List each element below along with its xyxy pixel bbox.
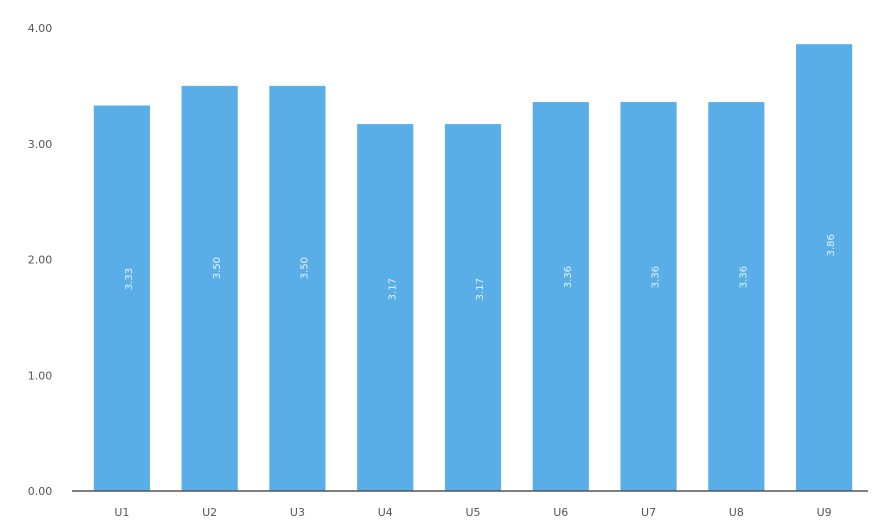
bar-value-label: 3.50 — [300, 257, 311, 279]
bar — [532, 102, 589, 491]
y-tick-label: 2.00 — [28, 254, 53, 267]
bar-value-label: 3.17 — [475, 278, 486, 300]
x-tick-label: U5 — [465, 506, 480, 519]
x-tick-label: U4 — [378, 506, 393, 519]
bars — [93, 44, 853, 492]
x-axis-labels: U1 U2 U3 U4 U5 U6 U7 U8 U9 — [114, 506, 831, 519]
bar-value-label: 3.33 — [124, 268, 135, 290]
bar-value-label: 3.50 — [212, 257, 223, 279]
bar — [444, 124, 502, 491]
bar — [181, 85, 238, 491]
x-tick-label: U7 — [641, 506, 656, 519]
x-tick-label: U8 — [729, 506, 744, 519]
x-tick-label: U3 — [290, 506, 305, 519]
y-tick-label: 3.00 — [28, 138, 53, 151]
bar — [93, 105, 150, 492]
y-tick-label: 4.00 — [28, 22, 53, 35]
bar — [708, 102, 765, 491]
x-tick-label: U9 — [817, 506, 832, 519]
y-tick-label: 0.00 — [28, 485, 53, 498]
y-tick-label: 1.00 — [28, 369, 53, 382]
bar — [796, 44, 853, 491]
bar — [269, 85, 326, 491]
x-tick-label: U1 — [114, 506, 129, 519]
bar-value-label: 3.86 — [826, 234, 837, 256]
bar-labels: 3.33 3.50 3.50 3.17 3.17 3.36 3.36 3.36 3.86 — [124, 234, 837, 300]
bar-value-label: 3.36 — [651, 266, 662, 288]
bar — [620, 102, 677, 491]
bar-value-label: 3.36 — [563, 266, 574, 288]
bar — [357, 124, 414, 491]
bar-value-label: 3.36 — [738, 266, 749, 288]
x-tick-label: U6 — [553, 506, 568, 519]
x-tick-label: U2 — [202, 506, 217, 519]
y-axis-labels: 0.00 1.00 2.00 3.00 4.00 — [28, 22, 53, 498]
bar-value-label: 3.17 — [387, 278, 398, 300]
